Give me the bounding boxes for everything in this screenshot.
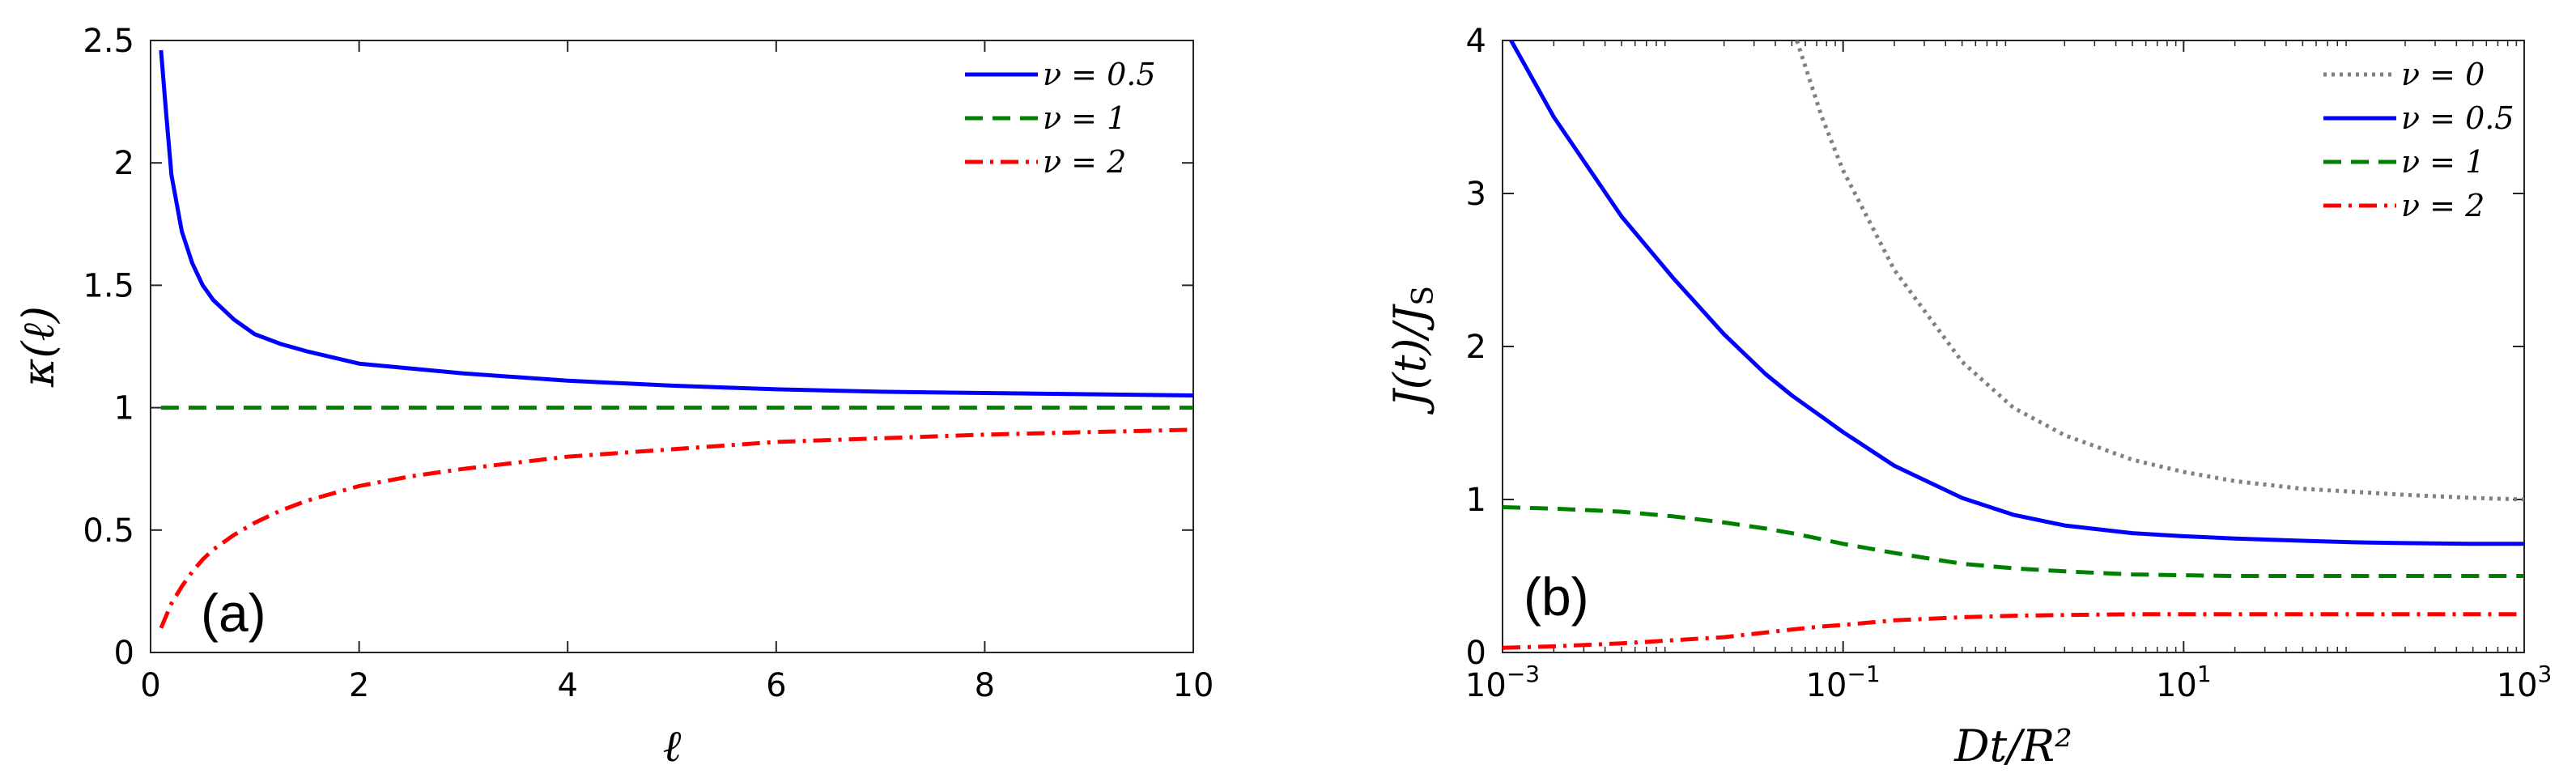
legend-label: ν = 0.5: [2401, 100, 2514, 136]
x-tick-label: 101: [2156, 661, 2212, 704]
x-tick-label: 0: [140, 667, 160, 704]
panel-b-y-axis-label: J(t)/JS: [1384, 286, 1440, 415]
series-line-nu-2: [1503, 612, 2524, 650]
y-tick-label: 1.5: [83, 267, 134, 304]
panel-a-legend: ν = 0.5 ν = 1 ν = 2: [965, 57, 1156, 180]
x-tick-label: 10−3: [1465, 661, 1540, 704]
y-tick-label: 2.5: [83, 23, 134, 60]
y-tick-label: 3: [1466, 176, 1486, 213]
panel-a-y-axis-label: κ(ℓ): [13, 306, 64, 388]
series-line-nu-0: [1794, 40, 2524, 502]
panel-b-legend: ν = 0 ν = 0.5 ν = 1 ν = 2: [2323, 57, 2514, 223]
x-tick-label-base: 10: [2497, 667, 2538, 704]
series-line-nu-2: [159, 427, 1193, 629]
x-tick-label-exponent: −3: [1507, 661, 1540, 687]
y-tick-label: 1: [1466, 482, 1486, 519]
x-tick-label-exponent: −1: [1847, 661, 1880, 687]
panel-b-y-axis-label-main: J(t)/J: [1384, 303, 1435, 415]
legend-label: ν = 0.5: [1043, 57, 1156, 92]
x-tick-label: 2: [349, 667, 369, 704]
legend-label: ν = 2: [1043, 144, 1126, 180]
legend-label: ν = 1: [2401, 144, 2485, 180]
series-line-nu-1: [1503, 505, 2524, 578]
panel-a-series: [159, 49, 1193, 629]
x-tick-label: 103: [2497, 661, 2553, 704]
x-tick-label: 4: [557, 667, 577, 704]
y-tick-label: 4: [1466, 23, 1486, 60]
panel-a-plot-frame: [150, 40, 1194, 653]
legend-label: ν = 1: [1043, 100, 1126, 136]
y-tick-label: 0.5: [83, 512, 134, 550]
x-tick-label-exponent: 3: [2538, 661, 2553, 687]
y-tick-label: 1: [114, 390, 134, 427]
x-tick-label-base: 10: [1806, 667, 1847, 704]
panel-b-y-axis-label-subscript: S: [1407, 286, 1440, 306]
legend-label: ν = 2: [2401, 188, 2485, 223]
y-tick-label: 0: [114, 635, 134, 672]
y-tick-label: 2: [1466, 329, 1486, 366]
x-tick-label: 10−1: [1806, 661, 1881, 704]
x-tick-label-exponent: 1: [2197, 661, 2212, 687]
panel-a-ticks: 0 2 4 6 8 10 0 0.5 1 1.5 2 2.5: [83, 23, 1214, 704]
panel-b-label: (b): [1524, 567, 1589, 627]
x-tick-label: 6: [766, 667, 786, 704]
x-tick-label-base: 10: [1465, 667, 1507, 704]
series-line-nu-0-5: [1508, 40, 2524, 546]
panel-b-x-axis-label: Dt/R²: [1953, 720, 2072, 771]
y-tick-label: 2: [114, 145, 134, 182]
panel-b-series: [1503, 40, 2524, 650]
panel-a-x-axis-label: ℓ: [663, 720, 682, 771]
legend-label: ν = 0: [2401, 57, 2485, 92]
x-tick-label: 10: [1173, 667, 1214, 704]
x-tick-label: 8: [975, 667, 995, 704]
panel-b-plot-frame: [1502, 40, 2525, 653]
x-tick-label-base: 10: [2156, 667, 2197, 704]
series-line-nu-0-5: [159, 49, 1193, 397]
y-tick-label: 0: [1466, 635, 1486, 672]
panel-a-label: (a): [201, 583, 266, 643]
